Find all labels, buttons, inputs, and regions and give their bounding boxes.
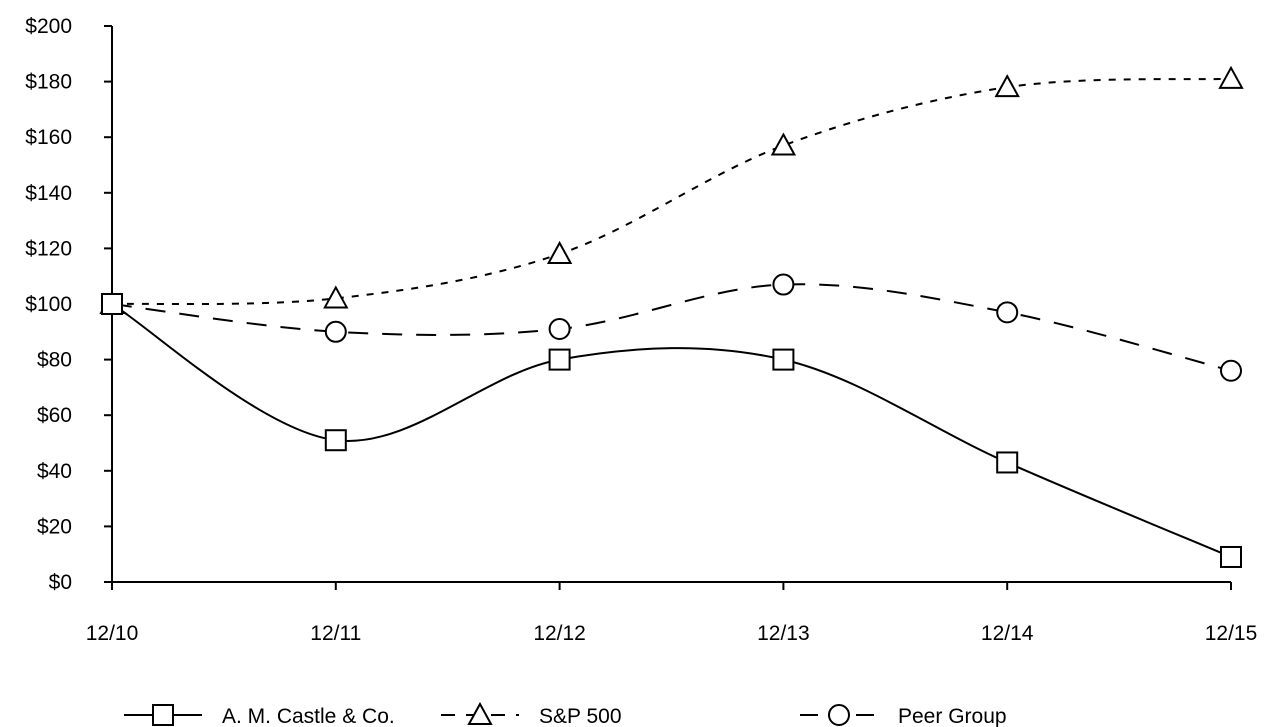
y-tick-label: $0: [49, 571, 72, 594]
y-tick-label: $140: [25, 182, 72, 205]
legend-label: A. M. Castle & Co.: [222, 705, 395, 727]
data-point-square: [548, 348, 571, 371]
data-point-square: [101, 293, 123, 315]
legend-label: Peer Group: [898, 705, 1007, 727]
series-line: [111, 77, 1232, 306]
legend-item-a-m-castle-co: A. M. Castle & Co.: [124, 704, 395, 727]
series-peer-group: [101, 273, 1242, 382]
y-tick-label: $20: [37, 515, 72, 538]
data-point-square: [996, 451, 1019, 474]
x-tick-label: 12/15: [1205, 622, 1258, 645]
y-tick-label: $180: [25, 71, 72, 94]
y-tick-label: $160: [25, 126, 72, 149]
x-tick-label: 12/12: [533, 622, 586, 645]
data-point-circle: [772, 273, 795, 296]
series-line: [111, 283, 1232, 372]
data-point-square: [772, 348, 795, 371]
data-point-square: [1220, 545, 1242, 568]
data-point-triangle: [770, 132, 797, 156]
y-axis: $0 $20 $40 $60 $80 $100 $120 $140 $160 $180 $200: [25, 15, 113, 594]
data-point-triangle: [1218, 65, 1244, 89]
series-line: [111, 303, 1232, 558]
legend-marker-square: [152, 704, 174, 726]
legend-label: S&P 500: [539, 705, 622, 727]
series-a-m-castle-co: [101, 293, 1242, 568]
data-point-circle: [1220, 359, 1242, 382]
data-point-circle: [324, 320, 347, 343]
y-tick-label: $120: [25, 237, 72, 260]
y-tick-label: $100: [25, 293, 72, 316]
x-tick-label: 12/10: [86, 622, 139, 645]
x-tick-label: 12/11: [310, 622, 361, 645]
legend-item-peer-group: Peer Group: [800, 704, 1007, 727]
data-point-triangle: [994, 74, 1020, 98]
legend: A. M. Castle & Co. S&P 500 Peer Group: [124, 701, 1007, 727]
legend-marker-triangle: [467, 701, 493, 725]
y-tick-label: $60: [37, 404, 72, 427]
series-s-p-500: [99, 65, 1244, 314]
y-tick-label: $200: [25, 15, 72, 38]
x-axis: 12/10 12/11 12/12 12/13 12/14 12/15: [86, 581, 1258, 645]
y-tick-label: $40: [37, 460, 72, 483]
legend-item-s-p-500: S&P 500: [441, 701, 622, 727]
x-tick-label: 12/13: [757, 622, 810, 645]
x-tick-label: 12/14: [981, 622, 1034, 645]
data-point-square: [324, 429, 347, 452]
data-point-circle: [548, 318, 571, 341]
legend-marker-circle: [828, 704, 850, 726]
plot-series: [99, 65, 1244, 568]
data-point-triangle: [546, 240, 573, 264]
data-point-triangle: [323, 285, 349, 309]
data-point-circle: [996, 301, 1019, 324]
y-tick-label: $80: [37, 349, 72, 372]
